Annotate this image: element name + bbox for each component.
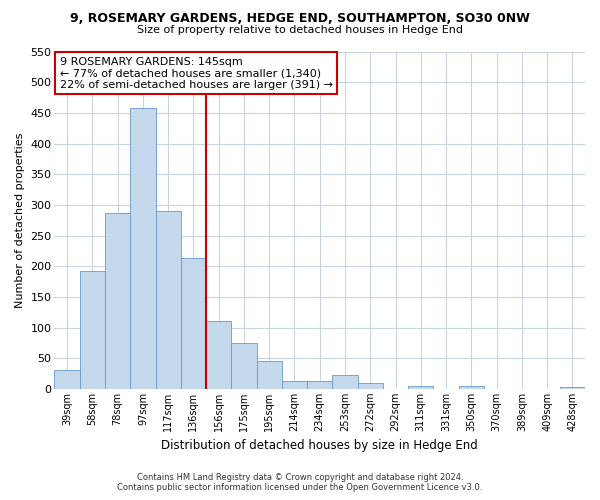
Bar [307, 381, 332, 389]
X-axis label: Distribution of detached houses by size in Hedge End: Distribution of detached houses by size … [161, 440, 478, 452]
Bar [232, 344, 257, 389]
Bar [458, 386, 484, 389]
Text: Contains HM Land Registry data © Crown copyright and database right 2024.
Contai: Contains HM Land Registry data © Crown c… [118, 473, 482, 492]
Bar [105, 213, 130, 389]
Bar [358, 384, 383, 389]
Text: Size of property relative to detached houses in Hedge End: Size of property relative to detached ho… [137, 25, 463, 35]
Text: 9, ROSEMARY GARDENS, HEDGE END, SOUTHAMPTON, SO30 0NW: 9, ROSEMARY GARDENS, HEDGE END, SOUTHAMP… [70, 12, 530, 26]
Text: 9 ROSEMARY GARDENS: 145sqm
← 77% of detached houses are smaller (1,340)
22% of s: 9 ROSEMARY GARDENS: 145sqm ← 77% of deta… [60, 56, 333, 90]
Bar [282, 381, 307, 389]
Bar [332, 376, 358, 389]
Y-axis label: Number of detached properties: Number of detached properties [15, 132, 25, 308]
Bar [257, 360, 282, 389]
Bar [560, 387, 585, 389]
Bar [55, 370, 80, 389]
Bar [155, 211, 181, 389]
Bar [206, 322, 232, 389]
Bar [130, 108, 155, 389]
Bar [181, 258, 206, 389]
Bar [408, 386, 433, 389]
Bar [80, 271, 105, 389]
